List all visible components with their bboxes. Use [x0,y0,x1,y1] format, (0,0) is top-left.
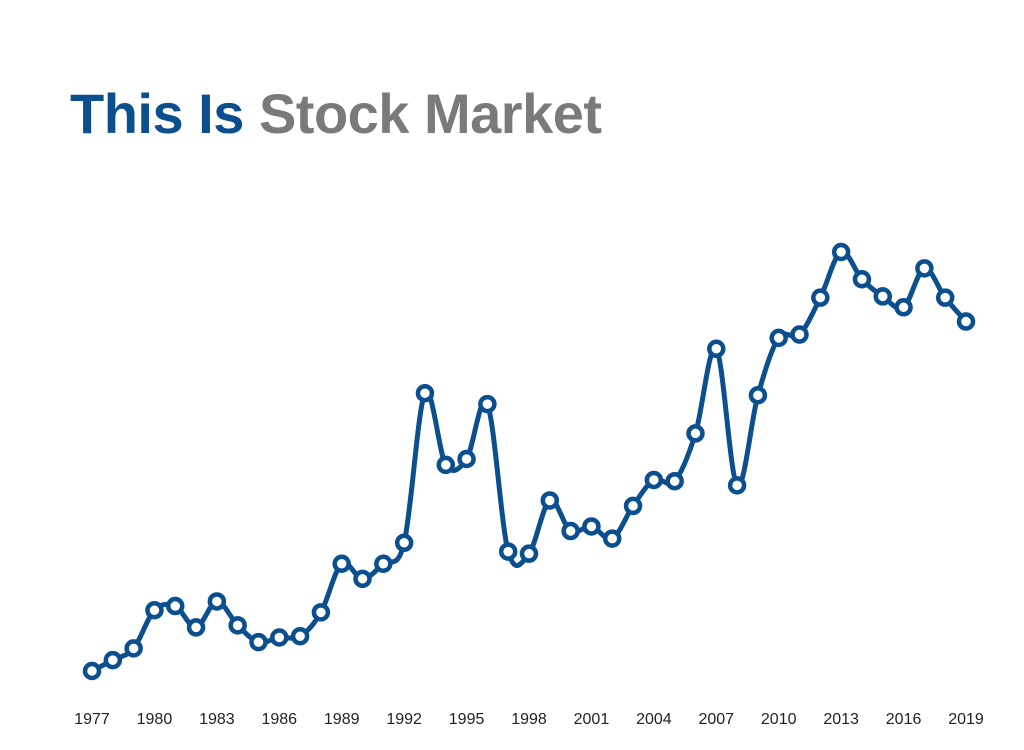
data-point [124,639,143,658]
data-point [811,288,830,307]
data-point [457,449,476,469]
data-point [540,491,560,510]
data-point [790,325,809,344]
data-point [478,394,497,414]
data-point [561,521,580,541]
data-point [748,386,768,405]
data-point [353,569,372,589]
data-point [956,312,976,331]
data-point [374,554,393,573]
data-point [332,554,351,573]
x-tick-label: 2007 [698,711,734,728]
data-point [145,601,164,620]
x-tick-label: 2004 [636,711,672,728]
data-point [644,470,664,490]
marker-layer [82,242,976,681]
title-part-secondary: Stock Market [258,82,602,145]
data-point [915,259,934,278]
data-point [394,533,414,553]
data-point [249,632,268,652]
x-tick-label: 1989 [324,711,360,728]
x-tick-label: 2010 [761,711,797,728]
data-point [686,424,705,443]
data-point [311,603,331,622]
data-point [602,529,622,548]
data-point [769,328,788,348]
data-point [852,269,872,289]
data-point [82,661,102,681]
data-point [519,544,539,563]
x-tick-label: 1992 [386,711,422,728]
data-point [290,626,310,646]
x-tick-label: 1980 [137,711,173,728]
chart-title: This Is Stock Market [70,86,602,142]
data-point [103,650,123,670]
data-point [727,476,747,495]
x-tick-label: 1986 [261,711,297,728]
data-point [436,455,456,475]
data-point [894,298,913,317]
data-point [165,596,185,616]
x-tick-label: 2001 [574,711,610,728]
x-tick-label: 1995 [449,711,485,728]
x-tick-label: 1998 [511,711,547,728]
data-point [582,517,601,536]
title-part-primary: This Is [70,82,244,145]
data-point [831,242,851,262]
data-point [873,287,893,306]
data-point [186,618,206,637]
data-point [207,592,227,611]
x-tick-label: 2019 [948,711,984,728]
x-tick-label: 1977 [74,711,110,728]
data-point [665,471,684,491]
data-point [228,616,247,635]
data-point [935,288,955,307]
data-point [498,542,518,561]
data-point [623,496,643,516]
x-tick-label: 2013 [823,711,859,728]
data-point [270,628,289,647]
data-point [415,383,435,403]
x-tick-label: 1983 [199,711,235,728]
x-tick-label: 2016 [886,711,922,728]
x-axis-ticks: 1977 1980 1983 1986 1989 1992 1995 1998 2001 2004… [74,711,984,728]
data-point [707,339,726,359]
